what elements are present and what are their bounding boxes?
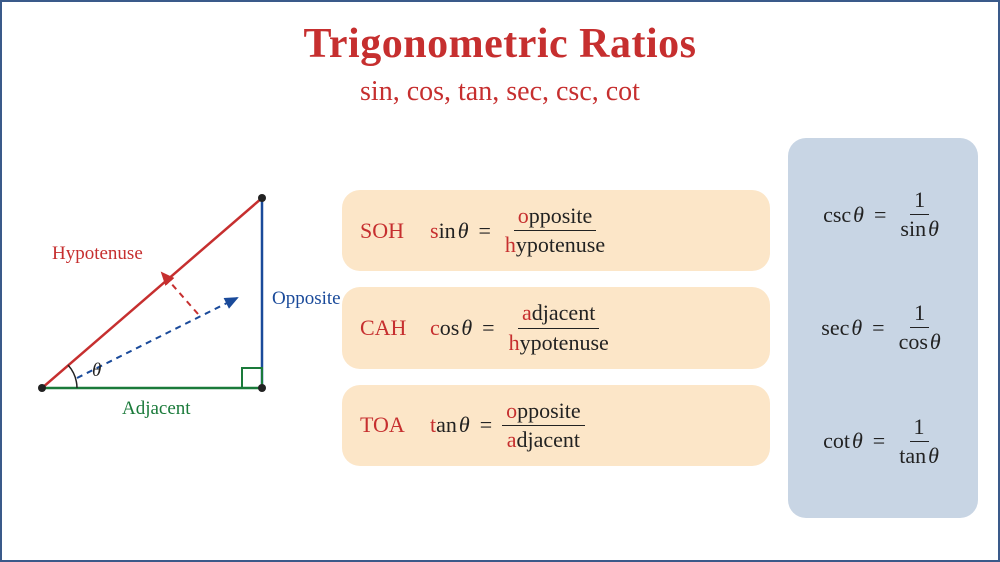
reciprocal-equation-sec: secθ = 1cosθ (798, 301, 968, 354)
diagram-container: Trigonometric Ratios sin, cos, tan, sec,… (0, 0, 1000, 562)
adjacent-label: Adjacent (122, 398, 191, 420)
function-name: cosθ (430, 315, 472, 341)
reciprocal-ratios-column: cscθ = 1sinθ secθ = 1cosθ cotθ = 1tanθ (788, 138, 978, 518)
equals-sign: = (872, 315, 884, 341)
primary-ratios-column: SOH sinθ = oppositehypotenuse CAH cosθ = adjace… (342, 138, 770, 518)
equals-sign: = (874, 202, 886, 228)
equals-sign: = (479, 218, 491, 244)
opposite-label: Opposite (272, 288, 341, 310)
fraction: oppositeadjacent (502, 399, 585, 452)
mnemonic-label: SOH (360, 218, 416, 244)
main-title: Trigonometric Ratios (2, 20, 998, 68)
triangle-diagram: Hypotenuse Opposite Adjacent θ (2, 138, 342, 518)
fraction: oppositehypotenuse (501, 204, 609, 257)
reciprocal-equation-csc: cscθ = 1sinθ (798, 188, 968, 241)
fraction: 1tanθ (895, 415, 943, 468)
formulas-area: SOH sinθ = oppositehypotenuse CAH cosθ = adjace… (342, 138, 998, 518)
function-name: secθ (821, 315, 862, 341)
subtitle: sin, cos, tan, sec, csc, cot (2, 76, 998, 108)
angle-theta-label: θ (92, 360, 101, 382)
function-name: tanθ (430, 412, 470, 438)
formula-box-cah: CAH cosθ = adjacenthypotenuse (342, 287, 770, 368)
mnemonic-label: CAH (360, 315, 416, 341)
fraction: 1cosθ (895, 301, 945, 354)
function-name: cscθ (823, 202, 864, 228)
fraction: 1sinθ (896, 188, 943, 241)
equation: cosθ = adjacenthypotenuse (430, 301, 613, 354)
function-name: sinθ (430, 218, 469, 244)
mnemonic-label: TOA (360, 412, 416, 438)
equals-sign: = (482, 315, 494, 341)
formula-box-toa: TOA tanθ = oppositeadjacent (342, 385, 770, 466)
equals-sign: = (480, 412, 492, 438)
formula-box-soh: SOH sinθ = oppositehypotenuse (342, 190, 770, 271)
reciprocal-equation-cot: cotθ = 1tanθ (798, 415, 968, 468)
fraction: adjacenthypotenuse (505, 301, 613, 354)
equation: sinθ = oppositehypotenuse (430, 204, 609, 257)
function-name: cotθ (823, 428, 863, 454)
hypotenuse-label: Hypotenuse (52, 243, 143, 265)
content-row: Hypotenuse Opposite Adjacent θ SOH sinθ = o… (2, 138, 998, 518)
equation: tanθ = oppositeadjacent (430, 399, 585, 452)
equals-sign: = (873, 428, 885, 454)
